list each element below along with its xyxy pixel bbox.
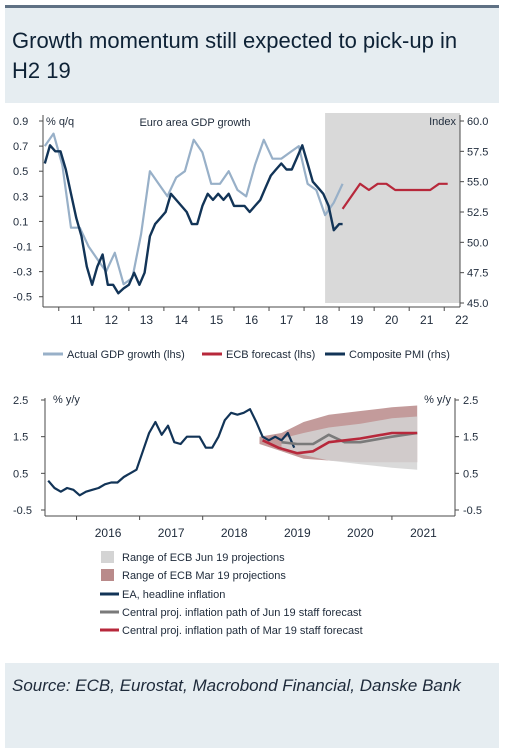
- chart1-subtitle: Euro area GDP growth: [139, 117, 250, 129]
- source-note: Source: ECB, Eurostat, Macrobond Financi…: [12, 676, 461, 695]
- x-tick-label: 16: [245, 313, 259, 327]
- left-tick-label: -0.1: [13, 242, 32, 254]
- x-tick-label: 2016: [95, 526, 122, 540]
- x-tick-label: 19: [350, 313, 364, 327]
- legend-label: EA, headline inflation: [122, 589, 225, 601]
- legend-label: Actual GDP growth (lhs): [67, 349, 185, 361]
- x-tick-label: 14: [175, 313, 189, 327]
- right-tick-label: 50.0: [467, 237, 488, 249]
- legend-label: Composite PMI (rhs): [349, 349, 450, 361]
- series-line-ecb: [341, 182, 448, 210]
- series-line-0: [47, 408, 296, 497]
- x-tick-label: 12: [105, 313, 119, 327]
- x-tick-label: 13: [140, 313, 154, 327]
- x-tick-label: 20: [385, 313, 399, 327]
- x-tick-label: 15: [210, 313, 224, 327]
- legend-swatch: [101, 569, 114, 581]
- right-tick-label: 52.5: [467, 207, 488, 219]
- right-tick-label: 47.5: [467, 268, 488, 280]
- left-tick-label: -0.5: [13, 292, 32, 304]
- left-tick-label: 0.5: [13, 166, 28, 178]
- legend-label: Range of ECB Mar 19 projections: [122, 570, 286, 582]
- chart-title: Growth momentum still expected to pick-u…: [12, 28, 458, 83]
- left-tick-label: -0.3: [13, 267, 32, 279]
- series-line-1: [281, 431, 418, 446]
- right-tick-label: 0.5: [463, 468, 478, 480]
- left-tick-label: 0.3: [13, 191, 28, 203]
- legend-swatch: [101, 551, 114, 563]
- legend-label: Central proj. inflation path of Jun 19 s…: [122, 607, 362, 619]
- left-unit-label: % q/q: [46, 116, 74, 128]
- series-line-actual: [43, 132, 344, 286]
- right-tick-label: 45.0: [467, 298, 488, 310]
- left-tick-label: 0.9: [13, 116, 28, 128]
- legend-label: ECB forecast (lhs): [226, 349, 315, 361]
- x-tick-label: 21: [420, 313, 434, 327]
- right-tick-label: 1.5: [463, 432, 478, 444]
- legend-label: Range of ECB Jun 19 projections: [122, 552, 285, 564]
- left-tick-label: -0.5: [13, 505, 32, 517]
- x-tick-label: 2020: [347, 526, 374, 540]
- right-tick-label: 55.0: [467, 177, 488, 189]
- right-tick-label: -0.5: [463, 505, 482, 517]
- x-tick-label: 11: [70, 313, 83, 327]
- legend-label: Central proj. inflation path of Mar 19 s…: [122, 625, 363, 637]
- right-tick-label: 57.5: [467, 146, 488, 158]
- right-unit-label: % y/y: [424, 394, 451, 406]
- right-tick-label: 2.5: [463, 395, 478, 407]
- left-unit-label: % y/y: [53, 394, 80, 406]
- series-line-2: [262, 431, 418, 455]
- left-tick-label: 1.5: [13, 432, 28, 444]
- chart-area: 0.9 0.7 0.5 0.3 0.1 -0.1 -0.3 -0.5 % q/q 60.0 57.5…: [5, 103, 499, 663]
- x-tick-label: 22: [455, 313, 469, 327]
- left-tick-label: 0.5: [13, 468, 28, 480]
- right-unit-label: Index: [429, 116, 456, 128]
- series-line-composite: [43, 144, 343, 295]
- right-tick-label: 60.0: [467, 116, 488, 128]
- forecast-shade: [325, 113, 460, 303]
- x-tick-label: 2019: [284, 526, 311, 540]
- charts-svg: 0.9 0.7 0.5 0.3 0.1 -0.1 -0.3 -0.5 % q/q 60.0 57.5…: [13, 113, 488, 637]
- left-tick-label: 0.1: [13, 216, 28, 228]
- x-tick-label: 17: [280, 313, 294, 327]
- x-tick-label: 2021: [410, 526, 437, 540]
- x-tick-label: 2018: [221, 526, 248, 540]
- left-tick-label: 0.7: [13, 141, 28, 153]
- left-tick-label: 2.5: [13, 395, 28, 407]
- x-tick-label: 18: [315, 313, 329, 327]
- x-tick-label: 2017: [158, 526, 185, 540]
